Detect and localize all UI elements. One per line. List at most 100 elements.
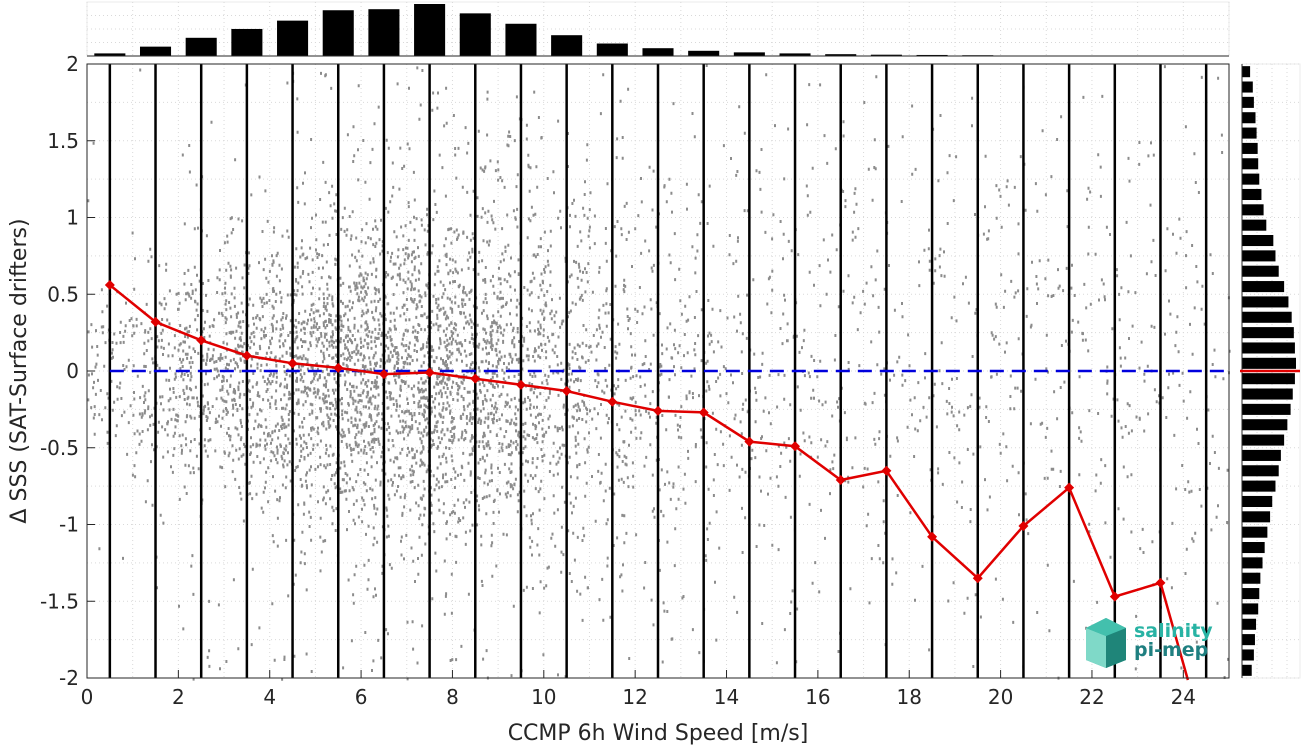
top-histogram-bar [733,52,765,56]
right-histogram-bar [1242,572,1261,584]
right-histogram-bar [1242,388,1293,400]
x-axis-ticks: 0 2 4 6 8 10 12 14 16 18 20 22 24 [81,670,1196,709]
top-histogram-bar [185,37,217,56]
top-histogram-bar [551,35,583,56]
y-tick-label: 0 [66,359,79,383]
bin-mean-point [698,407,709,418]
y-axis-label: Δ SSS (SAT-Surface drifters) [7,218,32,523]
top-histogram-bar [505,23,537,56]
bin-mean-point [241,350,252,361]
bin-mean-point [790,441,801,452]
x-tick-label: 6 [355,685,368,709]
top-histogram-bar [94,53,126,56]
right-histogram-bar [1242,158,1259,170]
y-tick-label: -1 [59,513,79,537]
bin-mean-point [333,362,344,373]
x-tick-label: 10 [531,685,556,709]
bin-mean-point [835,474,846,485]
right-histogram-bar [1242,342,1295,354]
y-tick-label: -2 [59,666,79,690]
bin-mean-point [470,373,481,384]
top-histogram [86,1,1230,57]
bin-mean-point [881,465,892,476]
bin-mean-point [1109,591,1120,602]
top-histogram-grid [86,2,1230,56]
y-tick-label: 1.5 [47,129,79,153]
salinity-pi-mep-logo: salinity pi-mep [1086,618,1213,668]
right-histogram-bar [1242,142,1258,154]
bin-mean-point [378,369,389,380]
top-histogram-bar [870,54,902,56]
bin-mean-point [1064,482,1075,493]
right-histogram-bar [1242,634,1255,646]
right-histogram-bar [1242,511,1271,523]
top-histogram-bar [642,48,674,56]
right-histogram-bar [1242,188,1262,201]
right-histogram-bar [1242,234,1274,247]
x-tick-label: 0 [81,685,94,709]
right-histogram-bar [1242,403,1291,415]
right-histogram-bar [1242,434,1285,446]
bin-mean-point [744,436,755,447]
bin-mean-point [972,573,983,584]
bin-mean-point [104,280,115,291]
bin-mean-point [1018,521,1029,532]
bin-mean-point [927,531,938,542]
right-histogram-bar [1242,357,1296,369]
right-histogram-bar [1242,419,1288,431]
logo-cube-icon [1086,618,1126,668]
y-axis-ticks: 2 1.5 1 0.5 0 -0.5 -1 -1.5 -2 [40,52,95,690]
y-tick-label: -0.5 [40,436,79,460]
right-histogram-bar [1242,664,1252,676]
right-histogram-bar [1242,66,1251,78]
right-histogram-bar [1242,127,1257,139]
right-histogram-bar [1242,603,1259,615]
right-histogram-bar [1242,96,1254,108]
right-histogram-bar [1242,541,1265,554]
right-histogram-bar [1242,81,1253,93]
bin-mean-point [515,379,526,390]
right-histogram-bar [1242,649,1254,661]
right-histogram-bar [1242,526,1268,538]
right-histogram-bar [1242,588,1260,600]
top-histogram-bar [368,9,400,56]
bin-mean-point [561,385,572,396]
right-histogram [1240,63,1301,679]
top-histogram-bar [688,50,720,56]
scatter-cloud [87,64,1231,681]
right-histogram-bar [1242,173,1260,185]
right-histogram-bar [1242,219,1267,231]
y-tick-label: -1.5 [40,589,79,613]
top-histogram-bar [414,4,446,56]
y-tick-label: 2 [66,52,79,76]
right-histogram-bar [1242,327,1294,339]
top-histogram-bar [596,43,628,56]
right-histogram-bar [1242,281,1285,293]
x-tick-label: 4 [263,685,276,709]
right-histogram-bar [1242,449,1281,461]
top-histogram-bar [277,20,309,56]
right-histogram-bar [1242,618,1257,630]
top-histogram-bar [459,13,491,56]
top-histogram-bar [916,54,948,56]
x-tick-label: 12 [622,685,647,709]
bin-mean-point [150,316,161,327]
top-histogram-bar [779,53,811,56]
x-tick-label: 24 [1171,685,1196,709]
right-histogram-bar [1242,373,1295,385]
x-tick-label: 22 [1079,685,1104,709]
y-tick-label: 0.5 [47,282,79,306]
bin-mean-point [607,396,618,407]
right-histogram-bar [1242,112,1256,124]
y-tick-label: 1 [66,206,79,230]
right-histogram-bar [1242,495,1273,508]
top-histogram-bar [825,54,857,56]
right-histogram-bar [1242,465,1279,477]
right-histogram-bar [1242,296,1289,308]
x-tick-label: 2 [172,685,185,709]
logo-text-salinity: salinity [1134,620,1213,642]
top-histogram-bar [139,46,172,56]
x-tick-label: 20 [988,685,1013,709]
right-histogram-bar [1242,250,1276,262]
